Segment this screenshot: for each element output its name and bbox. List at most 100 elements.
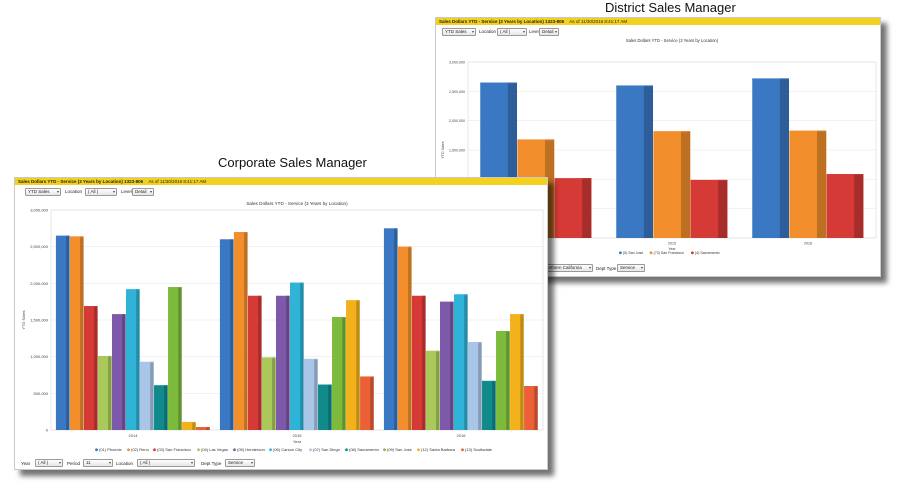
- x-tick-label: 2014: [129, 433, 139, 438]
- y-tick-label: 3,000,000: [30, 208, 49, 213]
- corporate-footer-year-select[interactable]: ( All ) ▾: [35, 459, 63, 467]
- bar-cap: [826, 174, 864, 176]
- chevron-down-icon: ▾: [190, 460, 193, 465]
- district-footer-dept-select[interactable]: Service ▾: [617, 264, 645, 272]
- bar-shade: [464, 294, 468, 430]
- district-location-select[interactable]: ( All ) ▾: [497, 28, 527, 36]
- bar-cap: [97, 355, 112, 358]
- bar-shade: [680, 131, 691, 238]
- y-tick-label: 500,000: [34, 391, 49, 396]
- x-axis-label: Year: [668, 247, 676, 251]
- legend-marker: [461, 448, 464, 452]
- legend-item: (12) Santa Barbara: [421, 447, 456, 452]
- bar-cap: [397, 246, 412, 248]
- bar-shade: [272, 357, 276, 430]
- legend-item: (02) Reno: [131, 447, 150, 452]
- bar-cap: [425, 350, 440, 352]
- chevron-down-icon: ▾: [112, 189, 115, 194]
- corporate-measure-select[interactable]: YTD Sales ▾: [25, 188, 61, 196]
- bar-cap: [524, 386, 538, 388]
- legend-item: (01) Phoenix: [99, 447, 122, 452]
- corporate-footer-dept-label: Dept Type: [201, 461, 222, 466]
- bar-cap: [154, 385, 168, 387]
- y-axis-label: YTD Sales: [441, 141, 445, 158]
- bar-shade: [244, 232, 248, 430]
- bar-shade: [94, 306, 98, 430]
- bar--02-reno: [69, 236, 84, 430]
- bar--12-santa-barbara: [182, 421, 196, 430]
- district-level-select[interactable]: Detail ▾: [539, 28, 559, 36]
- bar-shade: [507, 82, 518, 239]
- district-titlebar: Sales Dollars YTD - Service (3 Years by …: [436, 18, 880, 25]
- corporate-chart: Sales Dollars YTD - Service (3 Years by …: [21, 201, 544, 452]
- bar-cap: [482, 380, 496, 383]
- district-asof: As of 11/30/2016 8:41:17 AM: [569, 19, 628, 24]
- bar-cap: [168, 287, 182, 289]
- legend-marker: [127, 448, 130, 452]
- bar-cap: [182, 421, 196, 424]
- bar-shade: [206, 427, 210, 430]
- bar-shade: [150, 361, 154, 430]
- bar-cap: [360, 376, 374, 378]
- corporate-location-select[interactable]: ( All ) ▾: [85, 188, 117, 196]
- bar-shade: [342, 317, 346, 430]
- corporate-level-select[interactable]: Detail ▾: [132, 188, 154, 196]
- legend-marker: [649, 251, 653, 255]
- bar-shade: [136, 289, 140, 430]
- bar--12-santa-barbara: [510, 314, 524, 430]
- chart-title: Sales Dollars YTD - Service (3 Years by …: [246, 201, 348, 206]
- chevron-down-icon: ▾: [554, 29, 557, 34]
- y-tick-label: 1,500,000: [449, 149, 465, 153]
- bar-cap: [690, 179, 728, 182]
- district-footer-dept-label: Dept Type: [596, 266, 617, 271]
- bar-cap: [318, 384, 332, 386]
- legend-marker: [345, 448, 348, 452]
- bar-cap: [219, 239, 234, 241]
- corporate-titlebar: Sales Dollars YTD - Service (3 Years by …: [15, 178, 547, 185]
- corporate-footer-location-select[interactable]: ( All ) ▾: [137, 459, 195, 467]
- x-tick-label: 2016: [804, 242, 812, 246]
- chevron-down-icon: ▾: [58, 460, 61, 465]
- bar-cap: [411, 295, 426, 297]
- legend-item: (04) Las Vegas: [201, 447, 228, 452]
- bar-shade: [422, 295, 426, 430]
- y-tick-label: 2,000,000: [449, 119, 465, 123]
- corporate-footer-period-select[interactable]: 11 ▾: [83, 459, 113, 467]
- bar-cap: [233, 232, 248, 234]
- bar-shade: [408, 246, 412, 430]
- bar-cap: [346, 300, 360, 302]
- corporate-asof: As of 11/30/2016 8:41:17 AM: [148, 179, 207, 184]
- bar-shade: [230, 239, 234, 430]
- bar-shade: [544, 139, 555, 238]
- bar-shade: [854, 174, 864, 238]
- bar-cap: [439, 301, 454, 303]
- bar-shade: [164, 385, 168, 430]
- bar-cap: [616, 85, 654, 87]
- district-measure-select[interactable]: YTD Sales ▾: [442, 28, 476, 36]
- legend-item: (06) Carson City: [273, 447, 302, 452]
- bar-cap: [140, 361, 154, 363]
- corporate-footer-dept-select[interactable]: Service ▾: [225, 459, 255, 467]
- bar-shade: [582, 178, 592, 238]
- legend-marker: [619, 251, 622, 255]
- bar-cap: [289, 282, 304, 284]
- bar-cap: [196, 427, 210, 429]
- caption-corporate: Corporate Sales Manager: [218, 155, 367, 170]
- corporate-location-label: Location: [65, 189, 83, 194]
- bar-cap: [247, 295, 262, 297]
- corporate-footer-period-label: Period: [67, 461, 81, 466]
- district-level-label: Level: [529, 29, 540, 34]
- chevron-down-icon: ▾: [108, 460, 111, 465]
- chevron-down-icon: ▾: [588, 265, 591, 270]
- legend-marker: [383, 448, 386, 452]
- corporate-panel: Sales Dollars YTD - Service (3 Years by …: [14, 177, 548, 470]
- corporate-footer-location-label: Location: [116, 461, 134, 466]
- bar-cap: [304, 358, 318, 361]
- x-tick-label: 2015: [668, 242, 676, 246]
- bar-shade: [450, 301, 454, 430]
- bar-shade: [520, 314, 524, 430]
- bar-shade: [122, 314, 126, 430]
- legend-marker: [269, 448, 272, 452]
- bar-shade: [436, 350, 440, 430]
- bar-shade: [816, 130, 827, 238]
